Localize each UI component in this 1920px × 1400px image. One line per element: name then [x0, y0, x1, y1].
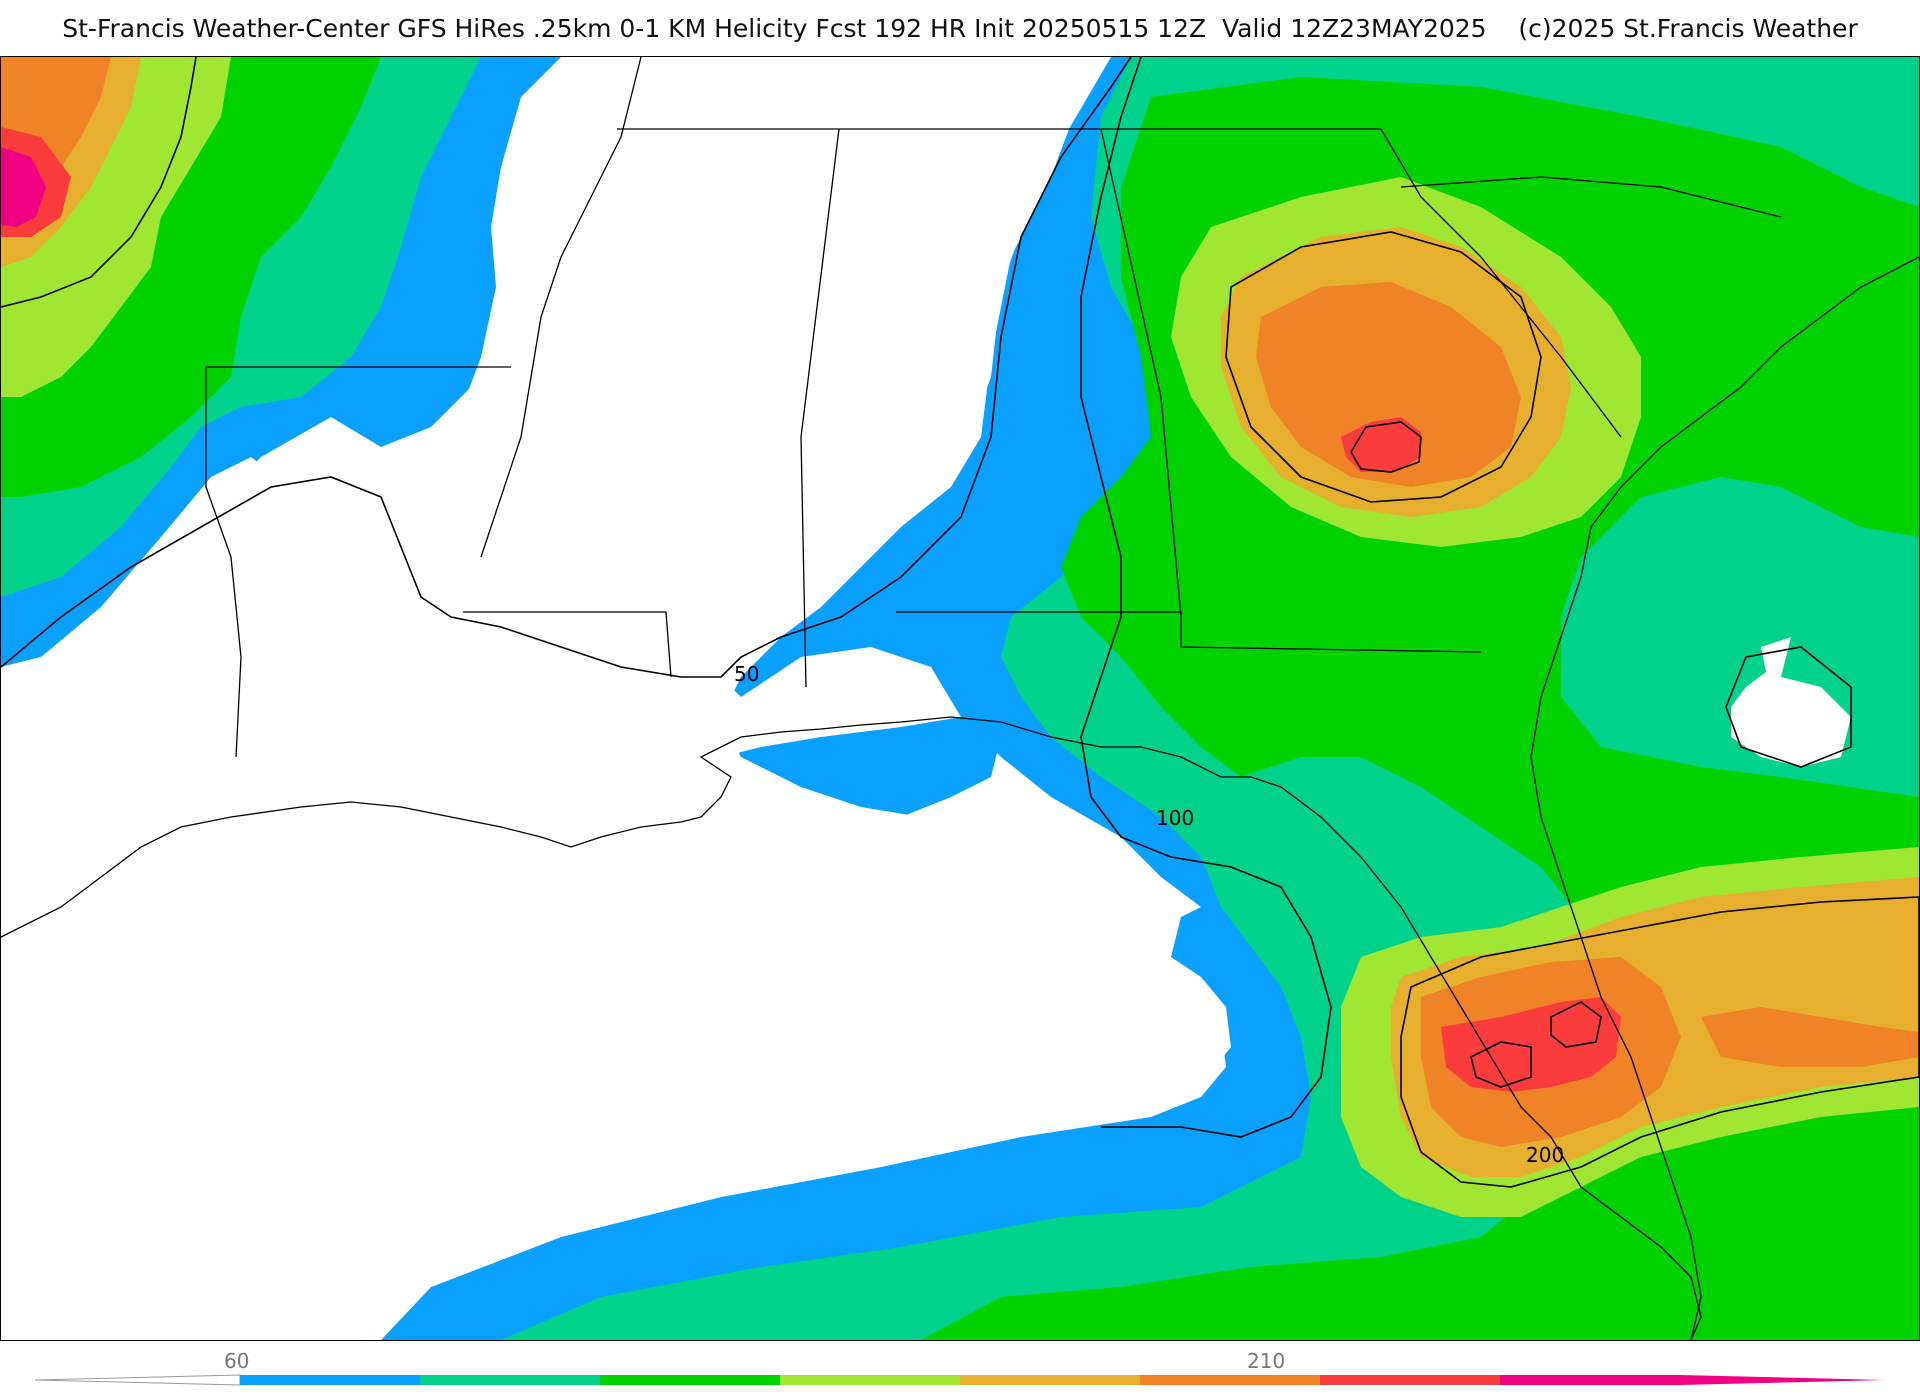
coastline: [1, 716, 1702, 1340]
colorbar-segment-0: [240, 1375, 421, 1385]
state-line-ga-sc: [1380, 128, 1622, 438]
contour-atlantic-ring: [1725, 646, 1852, 768]
contour-240-ga: [1350, 421, 1422, 473]
colorbar: 60 210: [0, 1341, 1920, 1400]
helicity-shading: [1, 57, 1919, 1340]
state-line-nc-sc: [1400, 176, 1782, 218]
shade-darkorange-ga: [1256, 282, 1521, 487]
colorbar-low-arrow: [34, 1374, 241, 1386]
shade-white-atlantic: [1731, 637, 1851, 767]
state-line-ms-al: [800, 128, 840, 688]
state-line-al-ga: [1100, 128, 1182, 618]
colorbar-segment-4: [960, 1375, 1141, 1385]
colorbar-segment-7: [1500, 1375, 1681, 1385]
shade-darkorange-fl-east: [1701, 1007, 1919, 1067]
colorbar-segment-5: [1140, 1375, 1321, 1385]
shade-magenta-nw: [1, 147, 46, 227]
mississippi-river: [480, 57, 642, 558]
shade-green-main: [921, 77, 1919, 1340]
colorbar-segment-2: [600, 1375, 781, 1385]
contour-100: [1080, 57, 1332, 1138]
contour-200-ga: [1225, 231, 1542, 503]
colorbar-segment-1: [420, 1375, 601, 1385]
atlantic-coast: [1530, 256, 1919, 1340]
colorbar-segment-3: [780, 1375, 961, 1385]
geography-lines: [1, 57, 1919, 1340]
shade-red-fl: [1441, 997, 1621, 1092]
contour-200-fl: [1400, 896, 1919, 1188]
shade-red-ga: [1341, 417, 1421, 472]
contour-label-100: 100: [1156, 806, 1194, 830]
colorbar-high-arrow: [1680, 1375, 1885, 1385]
helicity-map: 50 100 200: [0, 56, 1920, 1341]
map-title: St-Francis Weather-Center GFS HiRes .25k…: [62, 13, 1858, 43]
colorbar-tick-210: 210: [1247, 1349, 1286, 1373]
colorbar-tick-60: 60: [224, 1349, 250, 1373]
contour-label-50: 50: [734, 662, 759, 686]
contour-label-200: 200: [1526, 1143, 1564, 1167]
contour-50: [1, 57, 1132, 678]
contour-240-fl-b: [1550, 1001, 1602, 1048]
state-line-la-ms: [463, 611, 672, 678]
state-line-fl-ga: [896, 611, 1482, 653]
colorbar-strip: [34, 1374, 1885, 1386]
low-helicity-white: [1, 57, 1226, 1340]
contour-150-nw: [1, 57, 197, 308]
contour-240-fl-a: [1470, 1041, 1532, 1088]
colorbar-segment-6: [1320, 1375, 1501, 1385]
state-line-tx-la: [205, 367, 242, 758]
helicity-contours: [1, 57, 1919, 1188]
